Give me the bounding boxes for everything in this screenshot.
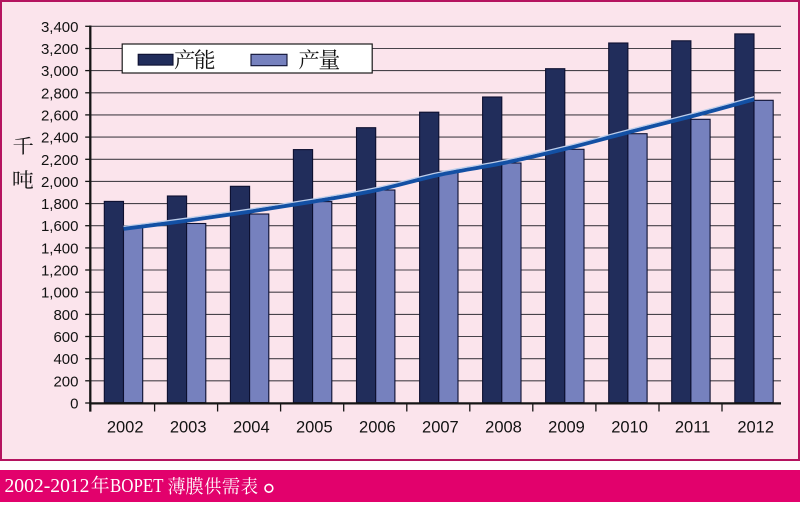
svg-text:2011: 2011: [675, 419, 710, 437]
svg-text:2008: 2008: [485, 419, 522, 437]
svg-text:2002: 2002: [107, 419, 144, 437]
svg-text:2,600: 2,600: [41, 107, 79, 124]
svg-text:2004: 2004: [233, 419, 270, 437]
svg-text:1,600: 1,600: [41, 218, 79, 235]
svg-text:3,200: 3,200: [41, 41, 79, 58]
svg-text:1,200: 1,200: [41, 263, 79, 280]
svg-text:2009: 2009: [548, 419, 585, 437]
svg-text:1,400: 1,400: [41, 240, 79, 257]
svg-text:2003: 2003: [170, 419, 207, 437]
svg-text:2012: 2012: [737, 419, 774, 437]
svg-text:2,200: 2,200: [41, 152, 79, 169]
svg-text:3,000: 3,000: [41, 63, 79, 80]
svg-text:2010: 2010: [611, 419, 648, 437]
svg-text:2002-2012: 2002-2012: [5, 475, 90, 497]
svg-text:2006: 2006: [359, 419, 396, 437]
svg-text:2,800: 2,800: [41, 85, 79, 102]
svg-text:600: 600: [53, 329, 78, 346]
svg-text:3,400: 3,400: [41, 19, 79, 36]
svg-text:200: 200: [53, 373, 78, 390]
svg-text:2005: 2005: [296, 419, 333, 437]
svg-text:0: 0: [70, 396, 78, 413]
svg-text:400: 400: [53, 351, 78, 368]
svg-text:2,000: 2,000: [41, 174, 79, 191]
svg-text:800: 800: [53, 307, 78, 324]
svg-text:1,000: 1,000: [41, 285, 79, 302]
svg-text:2007: 2007: [422, 419, 459, 437]
svg-text:2,400: 2,400: [41, 130, 79, 147]
svg-text:BOPET: BOPET: [110, 475, 164, 497]
svg-text:1,800: 1,800: [41, 196, 79, 213]
